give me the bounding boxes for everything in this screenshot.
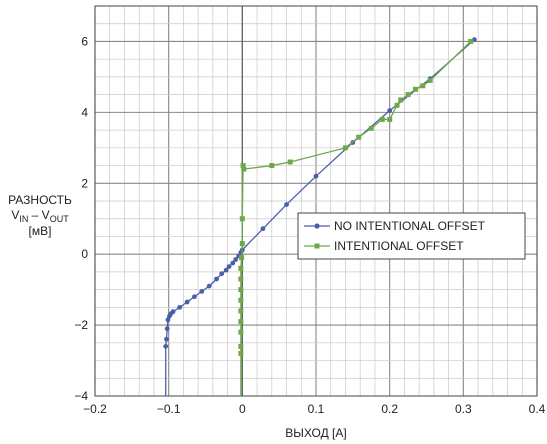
data-point (405, 92, 411, 98)
data-point (394, 102, 400, 108)
y-tick-label: −2 (74, 318, 88, 332)
data-point (192, 294, 197, 300)
data-point (214, 276, 219, 282)
y-tick-label: −4 (74, 389, 88, 403)
data-point (260, 226, 266, 232)
legend-label-no-offset: NO INTENTIONAL OFFSET (334, 219, 486, 233)
data-point (387, 116, 393, 122)
legend-marker-offset (314, 243, 320, 249)
y-axis-vout: V (42, 208, 50, 222)
data-point (233, 257, 239, 262)
x-tick-label: −0.2 (83, 402, 107, 416)
legend-label-offset: INTENTIONAL OFFSET (334, 239, 464, 253)
data-point (269, 163, 275, 169)
x-axis-title: ВЫХОД [А] (285, 426, 346, 440)
x-tick-label: −0.1 (157, 402, 181, 416)
data-point (313, 173, 319, 179)
data-point (230, 260, 236, 266)
data-point (238, 343, 244, 349)
legend: NO INTENTIONAL OFFSET INTENTIONAL OFFSET (297, 212, 526, 260)
data-point (238, 276, 244, 282)
data-point (356, 134, 362, 140)
y-tick-label: 4 (81, 105, 88, 119)
y-axis-title-line-1: РАЗНОСТЬ (8, 193, 72, 207)
data-point (468, 38, 474, 44)
tick-labels: −0.2 −0.1 0 0.1 0.2 0.3 0.4 −4 −2 0 2 4 6 (74, 34, 545, 416)
data-point (379, 116, 385, 122)
x-tick-label: 0 (239, 402, 246, 416)
data-point (199, 289, 205, 294)
plot-frame (94, 5, 538, 397)
data-point (238, 329, 244, 335)
data-point (398, 97, 404, 103)
y-axis-vin: V (11, 208, 19, 222)
y-tick-label: 0 (81, 247, 88, 261)
data-point (239, 241, 245, 247)
data-point (163, 343, 169, 349)
x-tick-label: 0.2 (381, 402, 398, 416)
data-point (427, 77, 433, 83)
data-point (342, 145, 348, 151)
data-point (284, 202, 289, 207)
data-point (170, 309, 176, 315)
data-point (240, 163, 246, 169)
y-axis-vout-sub: OUT (50, 214, 70, 224)
x-tick-label: 0.3 (455, 402, 472, 416)
data-point (223, 267, 229, 273)
data-point (239, 255, 245, 261)
x-tick-label: 0.4 (529, 402, 546, 416)
legend-box (297, 212, 526, 260)
data-point (420, 83, 426, 89)
data-point (238, 265, 244, 271)
y-axis-title-line-2: VIN – VOUT (11, 208, 69, 224)
data-point (238, 297, 244, 303)
data-point (239, 216, 245, 222)
data-point (238, 350, 244, 356)
data-point (184, 299, 190, 305)
y-axis-vin-sub: IN (19, 214, 28, 224)
data-point (164, 336, 169, 342)
data-point (238, 287, 244, 293)
data-point (241, 166, 247, 172)
data-point (238, 308, 244, 314)
data-point (177, 304, 183, 310)
data-point (368, 125, 374, 131)
y-axis-sep: – (28, 208, 41, 222)
data-point (226, 264, 232, 269)
y-axis-title: РАЗНОСТЬ VIN – VOUT [мВ] (8, 193, 72, 238)
data-point (287, 159, 293, 165)
y-tick-label: 6 (81, 34, 88, 48)
legend-marker-no-offset (314, 223, 320, 229)
y-tick-label: 2 (81, 176, 88, 190)
data-point (219, 271, 225, 277)
data-point (238, 319, 244, 325)
x-tick-label: 0.1 (308, 402, 325, 416)
data-point (387, 108, 393, 113)
data-point (164, 326, 170, 332)
y-axis-title-line-3: [мВ] (29, 224, 52, 238)
series-layer (163, 37, 477, 396)
data-point (206, 283, 212, 289)
data-point (412, 86, 418, 92)
